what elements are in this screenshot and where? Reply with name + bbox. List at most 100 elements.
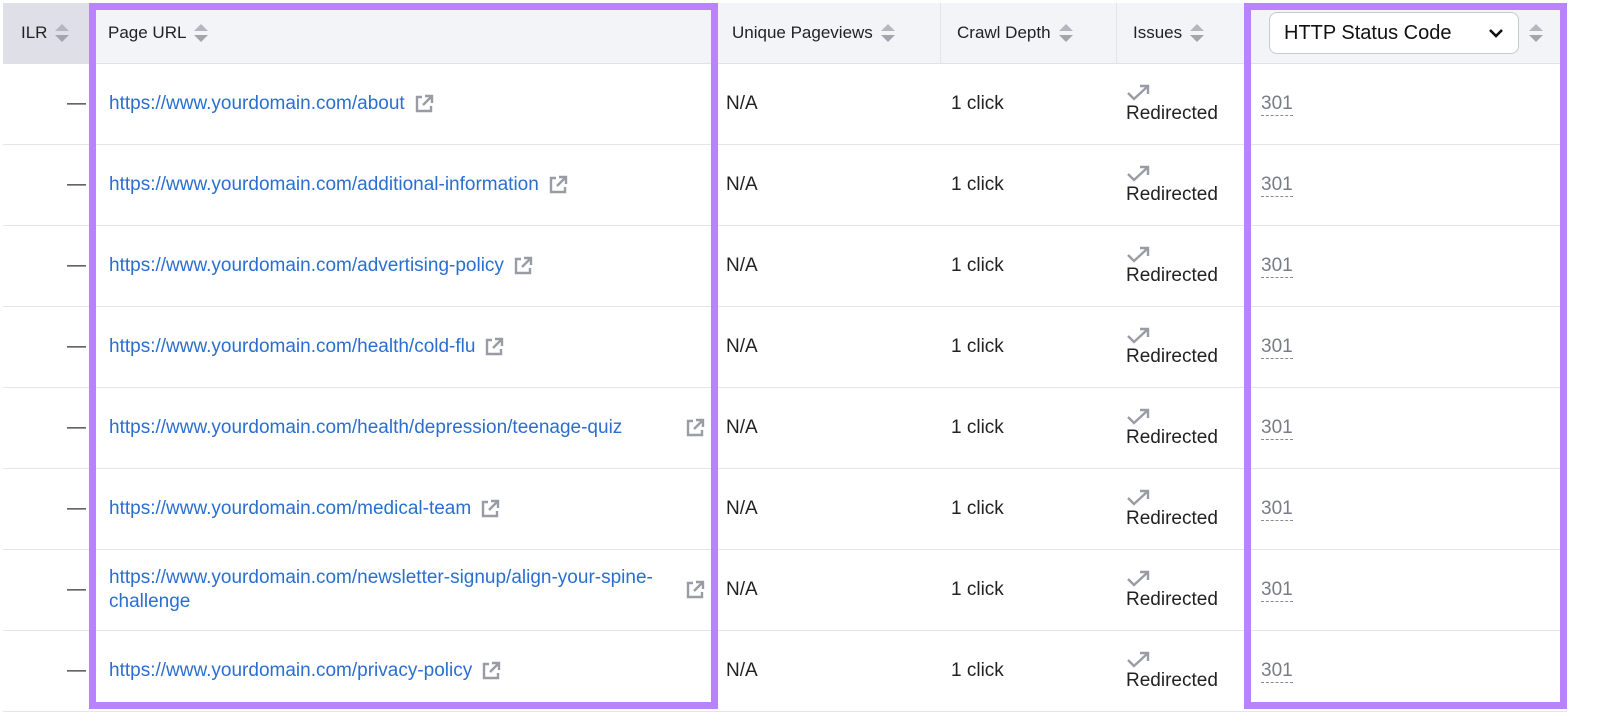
redirect-arrow-icon [1127,489,1150,506]
issues-cell: Redirected [1117,145,1247,225]
page-url-cell: https://www.yourdomain.com/newsletter-si… [92,550,716,630]
column-label: Crawl Depth [957,23,1051,42]
redirect-arrow-icon [1127,570,1150,587]
page-url-link[interactable]: https://www.yourdomain.com/privacy-polic… [109,660,473,681]
status-code[interactable]: 301 [1261,254,1293,278]
status-code-cell: 301 [1247,145,1567,225]
status-code[interactable]: 301 [1261,497,1293,521]
status-code-cell: 301 [1247,469,1567,549]
crawl-depth-cell: 1 click [951,255,1004,276]
column-unique-pageviews[interactable]: Unique Pageviews [716,3,941,63]
ilr-cell: — [67,255,86,276]
pageviews-cell: N/A [726,660,758,681]
issues-cell: Redirected [1117,550,1247,630]
table-header: ILR Page URL Unique Pageviews Crawl Dept… [3,3,1567,64]
pageviews-cell: N/A [726,255,758,276]
redirect-arrow-icon [1127,165,1150,182]
table-row: — https://www.yourdomain.com/health/depr… [3,388,1567,469]
issues-cell: Redirected [1117,64,1247,144]
column-ilr[interactable]: ILR [3,3,92,63]
page-url-link[interactable]: https://www.yourdomain.com/about [109,93,405,114]
column-label: Unique Pageviews [732,23,873,42]
external-link-icon[interactable] [480,660,502,682]
http-status-select[interactable]: HTTP Status Code [1269,12,1519,54]
issue-label: Redirected [1126,184,1218,205]
status-code[interactable]: 301 [1261,659,1293,683]
table-row: — https://www.yourdomain.com/medical-tea… [3,469,1567,550]
ilr-cell: — [67,174,86,195]
ilr-cell: — [67,660,86,681]
external-link-icon[interactable] [512,255,534,277]
redirect-arrow-icon [1127,651,1150,668]
page-url-link[interactable]: https://www.yourdomain.com/medical-team [109,498,472,519]
table-row: — https://www.yourdomain.com/newsletter-… [3,550,1567,631]
pageviews-cell: N/A [726,417,758,438]
issue-label: Redirected [1126,265,1218,286]
page-url-link[interactable]: https://www.yourdomain.com/newsletter-si… [109,567,653,612]
column-label: ILR [21,23,48,42]
external-link-icon[interactable] [483,336,505,358]
crawl-depth-cell: 1 click [951,336,1004,357]
sort-icon[interactable] [1529,24,1543,42]
column-http-status: HTTP Status Code [1247,3,1567,63]
table-row: — https://www.yourdomain.com/advertising… [3,226,1567,307]
external-link-icon[interactable] [684,579,706,601]
status-code[interactable]: 301 [1261,335,1293,359]
page-url-cell: https://www.yourdomain.com/advertising-p… [92,226,716,306]
crawl-depth-cell: 1 click [951,93,1004,114]
table-row: — https://www.yourdomain.com/about N/A 1… [3,64,1567,145]
table-row: — https://www.yourdomain.com/health/cold… [3,307,1567,388]
page-url-link[interactable]: https://www.yourdomain.com/health/depres… [109,417,623,438]
issue-label: Redirected [1126,427,1218,448]
issues-cell: Redirected [1117,388,1247,468]
pageviews-cell: N/A [726,93,758,114]
column-issues[interactable]: Issues [1117,3,1247,63]
ilr-cell: — [67,417,86,438]
issue-label: Redirected [1126,346,1218,367]
page-url-link[interactable]: https://www.yourdomain.com/advertising-p… [109,255,504,276]
status-code[interactable]: 301 [1261,416,1293,440]
crawl-depth-cell: 1 click [951,417,1004,438]
sort-icon[interactable] [194,24,209,42]
status-code-cell: 301 [1247,307,1567,387]
issues-cell: Redirected [1117,469,1247,549]
external-link-icon[interactable] [479,498,501,520]
page-url-cell: https://www.yourdomain.com/additional-in… [92,145,716,225]
issues-cell: Redirected [1117,307,1247,387]
status-code[interactable]: 301 [1261,173,1293,197]
ilr-cell: — [67,93,86,114]
page-url-cell: https://www.yourdomain.com/privacy-polic… [92,631,716,711]
column-crawl-depth[interactable]: Crawl Depth [941,3,1117,63]
page-url-cell: https://www.yourdomain.com/health/cold-f… [92,307,716,387]
status-code[interactable]: 301 [1261,92,1293,116]
issue-label: Redirected [1126,508,1218,529]
status-code-cell: 301 [1247,631,1567,711]
sort-icon[interactable] [1058,24,1073,42]
status-code[interactable]: 301 [1261,578,1293,602]
select-value: HTTP Status Code [1284,21,1452,44]
page-url-cell: https://www.yourdomain.com/medical-team [92,469,716,549]
sort-icon[interactable] [880,24,895,42]
external-link-icon[interactable] [547,174,569,196]
issue-label: Redirected [1126,670,1218,691]
crawl-depth-cell: 1 click [951,579,1004,600]
issues-cell: Redirected [1117,226,1247,306]
status-code-cell: 301 [1247,226,1567,306]
page-url-link[interactable]: https://www.yourdomain.com/health/cold-f… [109,336,476,357]
external-link-icon[interactable] [684,417,706,439]
chevron-down-icon [1489,29,1503,38]
issues-cell: Redirected [1117,631,1247,711]
column-page-url[interactable]: Page URL [92,3,716,63]
external-link-icon[interactable] [413,93,435,115]
issue-label: Redirected [1126,589,1218,610]
status-code-cell: 301 [1247,550,1567,630]
pageviews-cell: N/A [726,174,758,195]
page-url-cell: https://www.yourdomain.com/health/depres… [92,388,716,468]
crawl-depth-cell: 1 click [951,174,1004,195]
sort-icon[interactable] [1190,24,1205,42]
redirect-arrow-icon [1127,246,1150,263]
issue-label: Redirected [1126,103,1218,124]
page-url-link[interactable]: https://www.yourdomain.com/additional-in… [109,174,539,195]
sort-icon[interactable] [55,24,70,42]
ilr-cell: — [67,336,86,357]
